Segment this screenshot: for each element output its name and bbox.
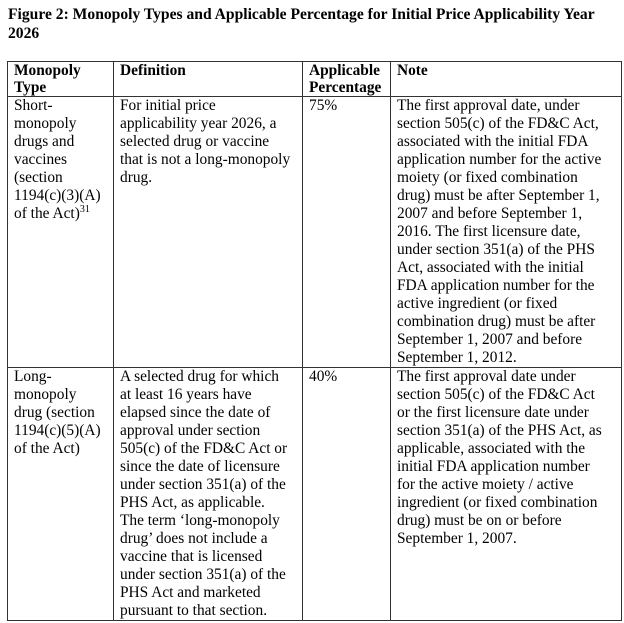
cell-monopoly-type: Long- monopoly drug (section 1194(c)(5)(… [7,367,114,621]
cell-definition: A selected drug for which at least 16 ye… [113,367,303,621]
cell-percentage: 75% [302,96,391,368]
figure-title: Figure 2: Monopoly Types and Applicable … [8,6,595,42]
cell-percentage: 40% [302,367,391,621]
footnote-ref[interactable]: 31 [79,203,90,215]
header-monopoly-type: Monopoly Type [7,61,114,97]
table-row: Short- monopoly drugs and vaccines (sect… [7,96,622,368]
table-row: Long- monopoly drug (section 1194(c)(5)(… [7,367,622,621]
cell-monopoly-type: Short- monopoly drugs and vaccines (sect… [7,96,114,368]
table-header-row: Monopoly Type Definition Applicable Perc… [7,61,622,97]
header-applicable-percentage: Applicable Percentage [302,61,391,97]
cell-note: The first approval date under section 50… [390,367,622,621]
type-text: Short- monopoly drugs and vaccines (sect… [14,97,101,222]
header-note: Note [390,61,622,97]
monopoly-types-table: Monopoly Type Definition Applicable Perc… [7,61,622,621]
header-definition: Definition [113,61,303,97]
cell-definition: For initial price applicability year 202… [113,96,303,368]
cell-note: The first approval date, under section 5… [390,96,622,368]
